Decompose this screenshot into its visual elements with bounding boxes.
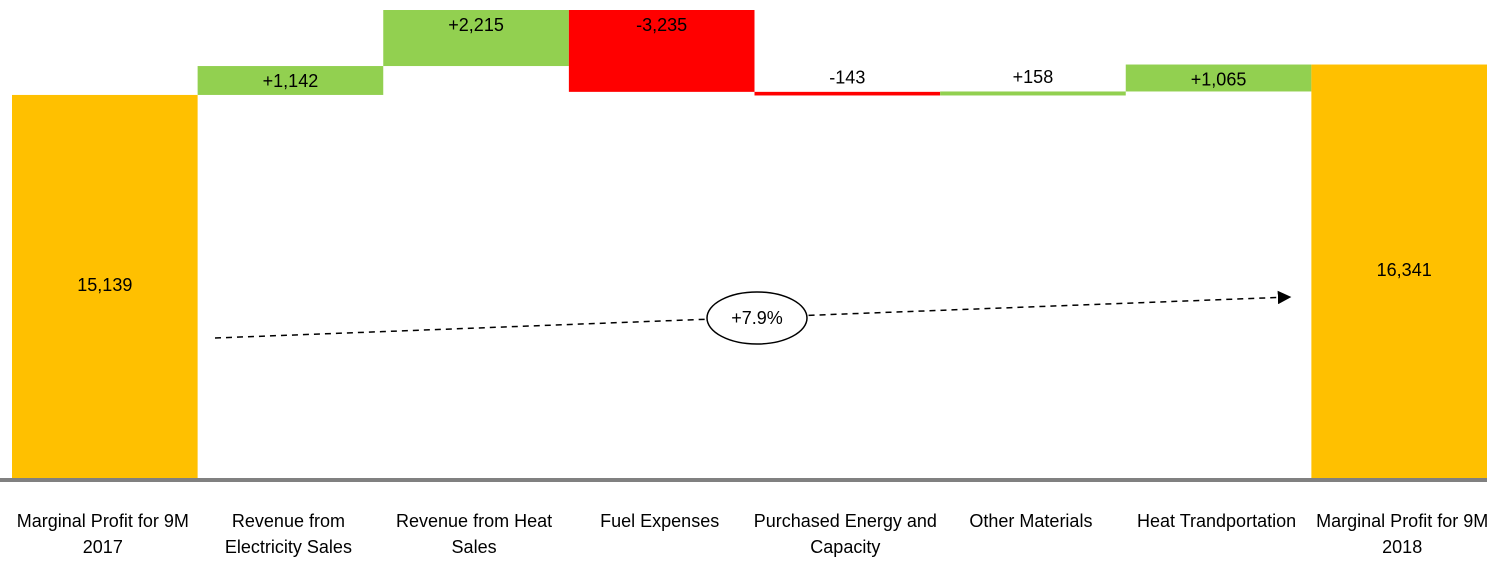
x-tick-label: Heat Trandportation — [1137, 511, 1297, 531]
data-label: +1,065 — [1191, 69, 1247, 89]
data-label: +2,215 — [448, 15, 504, 35]
data-label: 15,139 — [77, 275, 132, 295]
x-tick-label: Purchased Energy and Capacity — [753, 511, 937, 557]
x-tick-label: Revenue from Electricity Sales — [224, 511, 352, 557]
data-label: +158 — [1013, 67, 1054, 87]
x-tick-label: Marginal Profit for 9M 2017 — [16, 511, 189, 557]
x-tick-label: Marginal Profit for 9M 2018 — [1316, 511, 1487, 557]
data-label: +1,142 — [263, 71, 319, 91]
data-label: 16,341 — [1377, 260, 1432, 280]
bar — [197, 66, 384, 95]
data-label: -3,235 — [636, 15, 687, 35]
x-tick-label: Revenue from Heat Sales — [396, 511, 553, 557]
bar — [383, 10, 569, 67]
x-tick-label: Other Materials — [969, 511, 1093, 531]
data-label: -143 — [829, 68, 865, 88]
bar — [940, 91, 1126, 96]
bar — [1311, 64, 1487, 478]
bar — [1125, 64, 1312, 92]
annotation: +7.9% — [731, 308, 783, 328]
bar — [754, 91, 941, 96]
bar — [568, 10, 755, 92]
trend-arrow — [214, 290, 1292, 339]
x-tick-label: Fuel Expenses — [600, 511, 720, 531]
bar — [12, 94, 198, 478]
annotation-ellipse — [706, 291, 808, 345]
